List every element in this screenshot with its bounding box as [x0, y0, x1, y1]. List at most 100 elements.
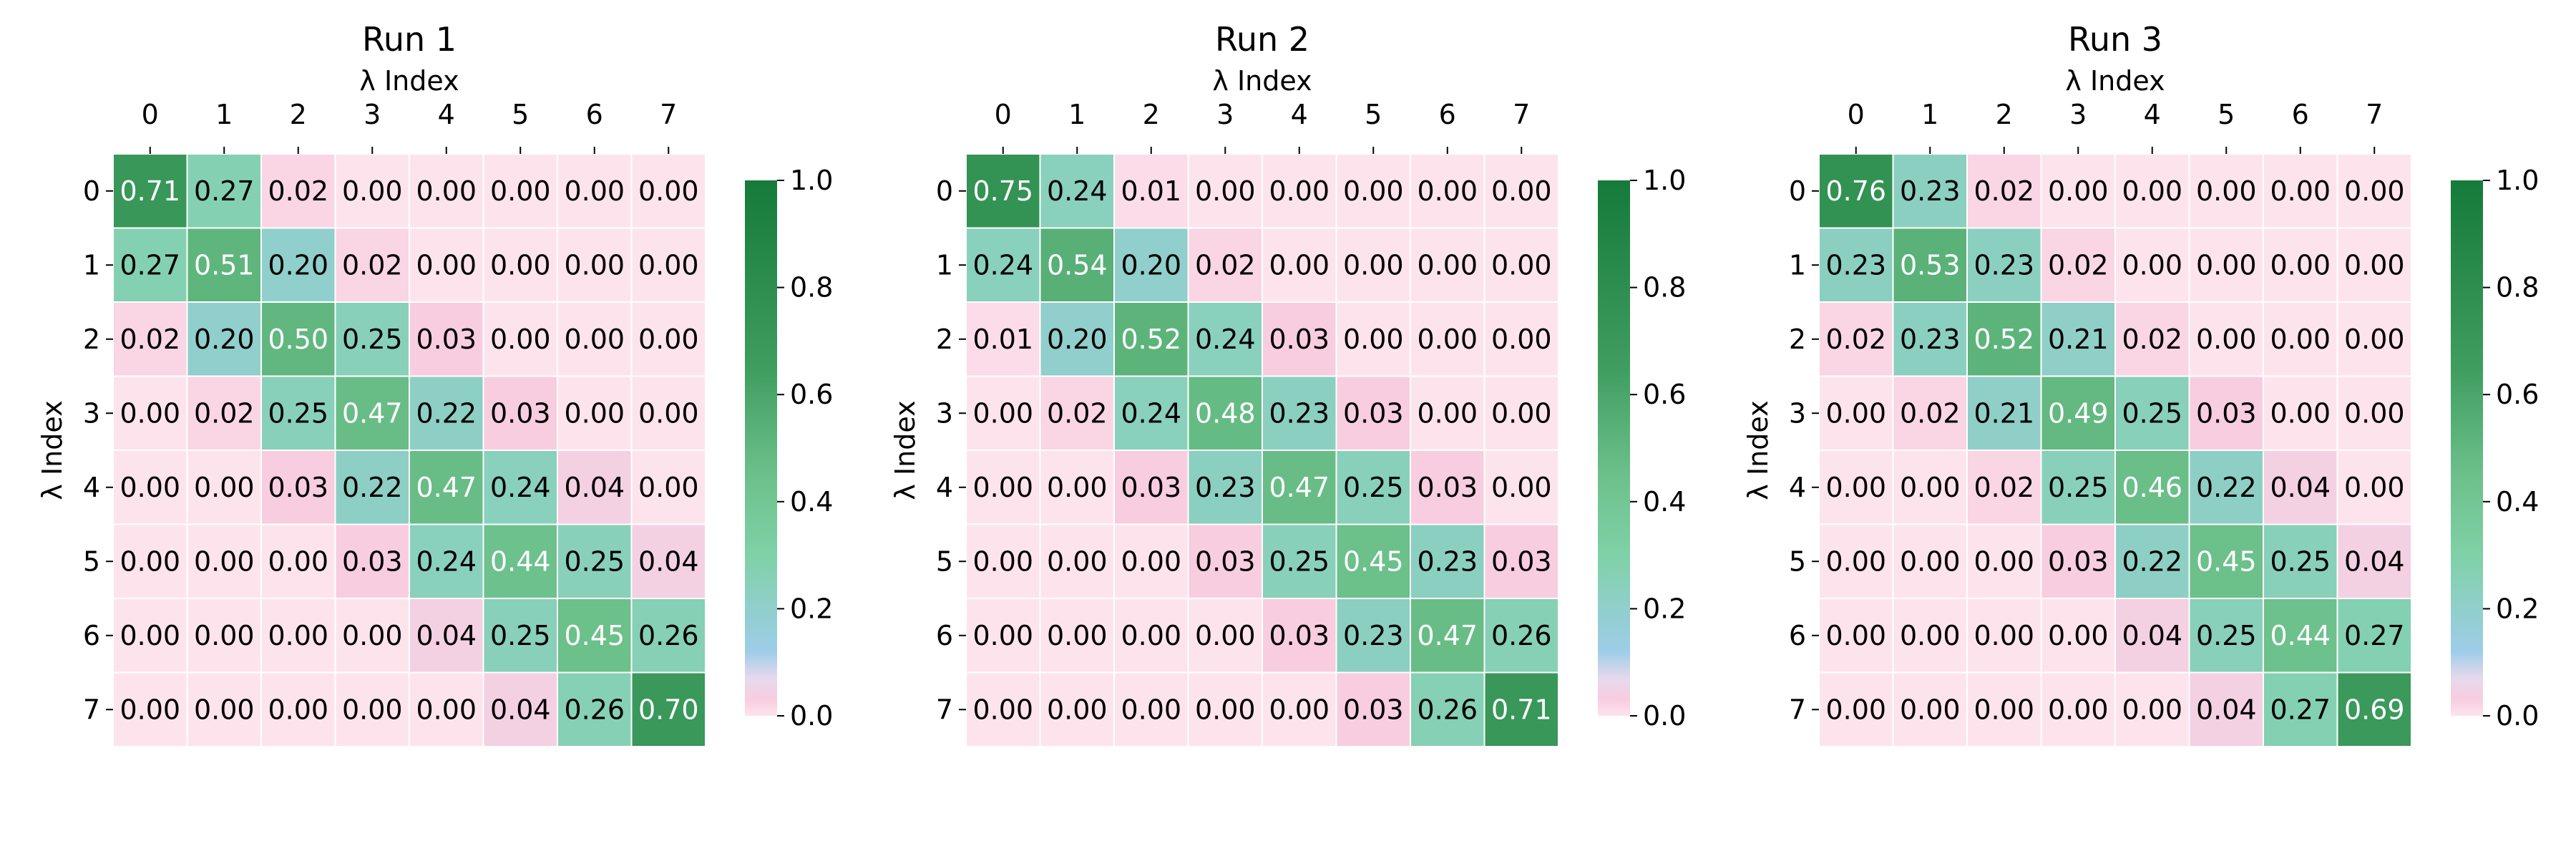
- heatmap-cell: [2336, 450, 2412, 525]
- heatmap-cell: [2040, 375, 2116, 451]
- cell-label: 0.02: [1974, 472, 2034, 503]
- cell-label: 0.25: [2196, 620, 2257, 651]
- cell-label: 0.00: [1825, 620, 1886, 651]
- cell-label: 0.00: [638, 175, 699, 207]
- heatmap-cell: [260, 598, 336, 674]
- cell-label: 0.52: [1121, 324, 1181, 355]
- colorbar-tick-label: 0.0: [2496, 700, 2539, 732]
- colorbar-tick-label: 0.2: [2496, 593, 2539, 624]
- cell-label: 0.22: [342, 472, 403, 503]
- colorbar-tick-label: 0.8: [2496, 272, 2539, 304]
- cell-label: 0.00: [2270, 175, 2331, 207]
- cell-label: 0.23: [1417, 545, 1478, 577]
- heatmap-cell: [2040, 523, 2116, 599]
- cell-label: 0.22: [2196, 472, 2257, 503]
- colorbar-tick-label: 0.4: [790, 486, 833, 518]
- cell-label: 0.00: [1491, 324, 1552, 355]
- cell-label: 0.02: [1900, 397, 1961, 429]
- heatmap-cell: [2188, 227, 2264, 303]
- cell-label: 0.04: [2196, 694, 2257, 725]
- heatmap-cell: [965, 671, 1041, 747]
- cell-label: 0.04: [638, 545, 699, 577]
- x-tick-label: 0: [995, 99, 1012, 130]
- cell-label: 0.00: [1269, 175, 1330, 207]
- x-tick-label: 7: [2366, 99, 2383, 130]
- y-tick-label: 2: [83, 324, 100, 355]
- heatmap-cell: [630, 671, 706, 747]
- heatmap-cell: [1187, 450, 1263, 525]
- x-tick-label: 7: [1513, 99, 1530, 130]
- cell-label: 0.52: [1974, 324, 2034, 355]
- heatmap-cell: [1818, 598, 1894, 674]
- x-axis-label: λ Index: [359, 65, 459, 97]
- heatmap-cell: [1483, 450, 1559, 525]
- heatmap-cell: [965, 523, 1041, 599]
- heatmap-cell: [1818, 301, 1894, 377]
- heatmap-cell: [1039, 598, 1115, 674]
- cell-label: 0.00: [1195, 175, 1256, 207]
- colorbar-tick-label: 0.6: [2496, 379, 2539, 410]
- cell-label: 0.26: [1491, 620, 1552, 651]
- cell-label: 0.23: [1825, 249, 1886, 281]
- colorbar-tick-label: 0.0: [1643, 700, 1686, 732]
- cell-label: 0.24: [1195, 324, 1256, 355]
- heatmap-cell: [482, 153, 558, 229]
- cell-label: 0.00: [1417, 175, 1478, 207]
- y-tick-label: 7: [1789, 694, 1806, 725]
- cell-label: 0.00: [1491, 249, 1552, 281]
- heatmap-cell: [409, 523, 484, 599]
- heatmap-cell: [1966, 375, 2042, 451]
- heatmap-cell: [2336, 671, 2412, 747]
- cell-label: 0.00: [1047, 545, 1108, 577]
- colorbar-tick-label: 0.2: [790, 593, 833, 624]
- colorbar: [745, 180, 777, 716]
- cell-label: 0.02: [119, 324, 180, 355]
- cell-label: 0.25: [1269, 545, 1330, 577]
- colorbar-tick-label: 0.6: [1643, 379, 1686, 410]
- heatmap-cell: [965, 450, 1041, 525]
- x-tick-label: 0: [142, 99, 159, 130]
- cell-label: 0.20: [1121, 249, 1181, 281]
- cell-label: 0.00: [342, 175, 403, 207]
- cell-label: 0.47: [416, 472, 477, 503]
- cell-label: 0.21: [1974, 397, 2034, 429]
- cell-label: 0.46: [2122, 472, 2182, 503]
- heatmap-cell: [557, 375, 633, 451]
- cell-label: 0.01: [972, 324, 1033, 355]
- cell-label: 0.02: [194, 397, 255, 429]
- cell-label: 0.00: [416, 694, 477, 725]
- y-tick-label: 6: [83, 620, 100, 651]
- x-tick-label: 1: [1068, 99, 1085, 130]
- cell-label: 0.02: [2122, 324, 2182, 355]
- y-tick-label: 5: [1789, 545, 1806, 577]
- cell-label: 0.00: [490, 324, 551, 355]
- cell-label: 0.00: [1900, 620, 1961, 651]
- colorbar-tick-label: 1.0: [2496, 165, 2539, 196]
- cell-label: 0.23: [1900, 175, 1961, 207]
- cell-label: 0.00: [268, 694, 328, 725]
- chart-title: Run 1: [362, 20, 457, 59]
- y-tick-label: 5: [83, 545, 100, 577]
- heatmap-cell: [482, 523, 558, 599]
- cell-label: 0.25: [2048, 472, 2109, 503]
- x-tick-label: 2: [1143, 99, 1160, 130]
- y-tick-label: 0: [936, 175, 953, 207]
- x-tick-label: 3: [2069, 99, 2087, 130]
- cell-label: 0.00: [638, 472, 699, 503]
- x-tick-label: 3: [1216, 99, 1234, 130]
- cell-label: 0.04: [416, 620, 477, 651]
- cell-label: 0.27: [119, 249, 180, 281]
- cell-label: 0.00: [1121, 620, 1181, 651]
- cell-label: 0.00: [268, 545, 328, 577]
- y-tick-label: 7: [83, 694, 100, 725]
- cell-label: 0.04: [564, 472, 625, 503]
- cell-label: 0.45: [2196, 545, 2257, 577]
- x-tick-label: 5: [2218, 99, 2235, 130]
- cell-label: 0.00: [638, 397, 699, 429]
- cell-label: 0.00: [638, 324, 699, 355]
- heatmap-cell: [2336, 227, 2412, 303]
- cell-label: 0.53: [1900, 249, 1961, 281]
- heatmap-cell: [1113, 375, 1189, 451]
- heatmap-cell: [1262, 671, 1337, 747]
- cell-label: 0.00: [638, 249, 699, 281]
